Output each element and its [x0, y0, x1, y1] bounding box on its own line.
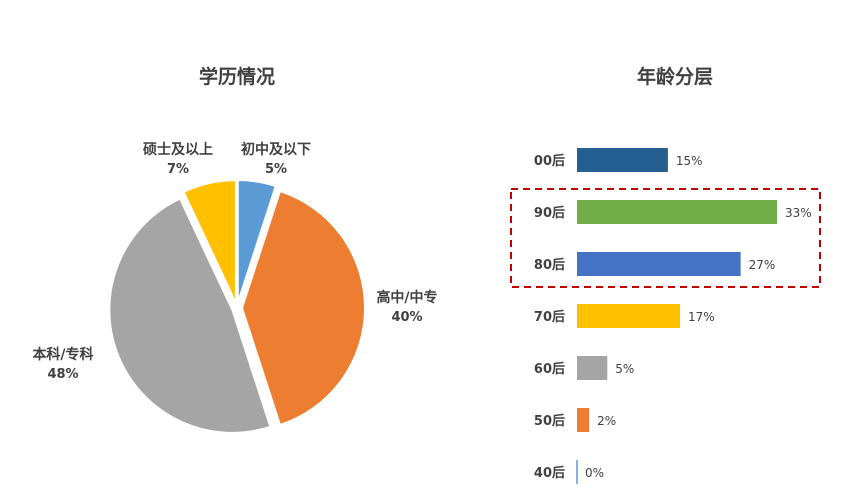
pie-slice-label: 硕士及以上 — [143, 141, 213, 158]
bar-value-label: 15% — [676, 154, 703, 168]
pie-slice-label: 高中/中专 — [376, 289, 437, 306]
bar-value-label: 5% — [615, 362, 634, 376]
bar-value-label: 17% — [688, 310, 715, 324]
bar-category-label: 90后 — [534, 205, 565, 221]
bar-category-label: 60后 — [534, 361, 565, 377]
pie-slice-value-label: 5% — [265, 162, 287, 177]
bar — [577, 252, 741, 276]
bar — [577, 200, 777, 224]
bar-value-label: 0% — [585, 466, 604, 480]
bar — [577, 356, 608, 380]
pie-slice-value-label: 7% — [167, 162, 189, 177]
pie-slice-label: 本科/专科 — [32, 346, 93, 363]
bar-category-label: 40后 — [534, 465, 565, 481]
pie-chart-title: 学历情况 — [198, 67, 275, 88]
bar — [577, 148, 668, 172]
pie-slice-label: 初中及以下 — [241, 141, 311, 158]
pie-slice — [182, 179, 237, 304]
pie-slice — [108, 197, 272, 434]
pie-slice-value-label: 48% — [47, 367, 78, 382]
bar-chart-title: 年龄分层 — [636, 67, 713, 88]
pie-slice-value-label: 40% — [391, 310, 422, 325]
bar — [577, 408, 590, 432]
bar-category-label: 80后 — [534, 257, 565, 273]
bar-category-label: 50后 — [534, 413, 565, 429]
bar — [577, 304, 681, 328]
bar-value-label: 27% — [749, 258, 776, 272]
bar-category-label: 00后 — [534, 153, 565, 169]
bar-value-label: 33% — [785, 206, 812, 220]
bar-category-label: 70后 — [534, 309, 565, 325]
pie-slice — [240, 189, 366, 427]
pie-slice — [236, 179, 278, 304]
bar-value-label: 2% — [597, 414, 616, 428]
